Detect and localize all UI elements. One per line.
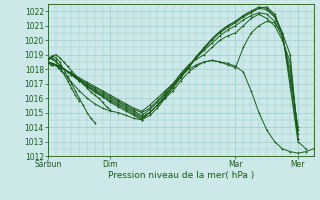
X-axis label: Pression niveau de la mer( hPa ): Pression niveau de la mer( hPa ) xyxy=(108,171,254,180)
